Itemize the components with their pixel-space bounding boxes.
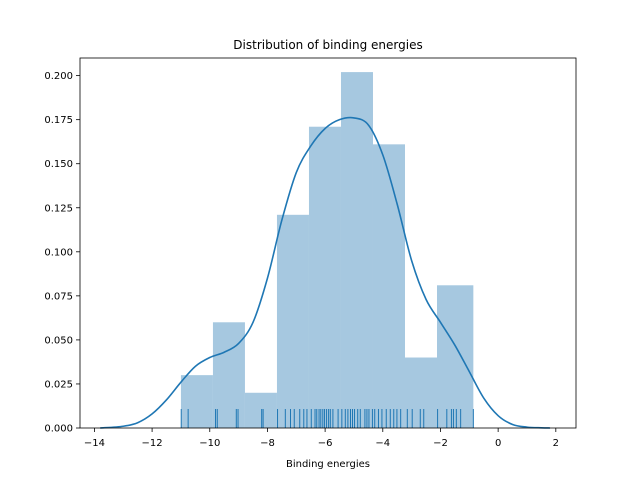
y-tick-label-6: 0.150 <box>44 159 73 170</box>
y-tick-label-8: 0.200 <box>44 71 73 82</box>
y-tick-label-3: 0.075 <box>44 291 73 302</box>
y-tick-label-2: 0.050 <box>44 335 73 346</box>
histogram-bar-6 <box>372 144 405 429</box>
y-axis-ticks: 0.000 0.025 0.050 0.075 0.100 0.125 0.150 0.175… <box>44 71 80 435</box>
y-tick-label-4: 0.100 <box>44 247 73 258</box>
histogram-bar-1 <box>212 322 245 428</box>
x-tick-label-2: −10 <box>199 438 220 449</box>
histogram-bar-3 <box>276 214 309 428</box>
histogram-bar-4 <box>308 126 341 428</box>
chart-title: Distribution of binding energies <box>233 38 422 52</box>
kde-curve-group <box>100 116 551 429</box>
y-tick-label-7: 0.175 <box>44 115 73 126</box>
kde-curve <box>100 116 551 429</box>
histogram-bars <box>180 72 474 429</box>
x-tick-label-6: −2 <box>433 438 448 449</box>
histogram-bar-8 <box>437 285 474 428</box>
rug-marks <box>180 409 474 428</box>
x-tick-label-3: −8 <box>260 438 275 449</box>
x-tick-label-8: 2 <box>553 438 559 449</box>
histogram-bar-0 <box>180 375 213 428</box>
x-tick-label-5: −4 <box>375 438 390 449</box>
x-axis-label: Binding energies <box>286 459 370 470</box>
y-tick-label-0: 0.000 <box>44 424 73 435</box>
x-tick-label-1: −12 <box>142 438 163 449</box>
histogram-bar-2 <box>244 392 277 428</box>
histogram-bar-7 <box>404 357 438 428</box>
y-tick-label-5: 0.125 <box>44 203 73 214</box>
x-tick-label-0: −14 <box>84 438 105 449</box>
x-tick-label-4: −6 <box>318 438 333 449</box>
histogram-bar-5 <box>340 72 373 428</box>
plot-frame <box>79 57 577 429</box>
x-tick-label-7: 0 <box>495 438 501 449</box>
y-tick-label-1: 0.025 <box>44 379 73 390</box>
x-axis-ticks: −14 −12 −10 −8 −6 −4 −2 0 2 <box>84 428 559 449</box>
